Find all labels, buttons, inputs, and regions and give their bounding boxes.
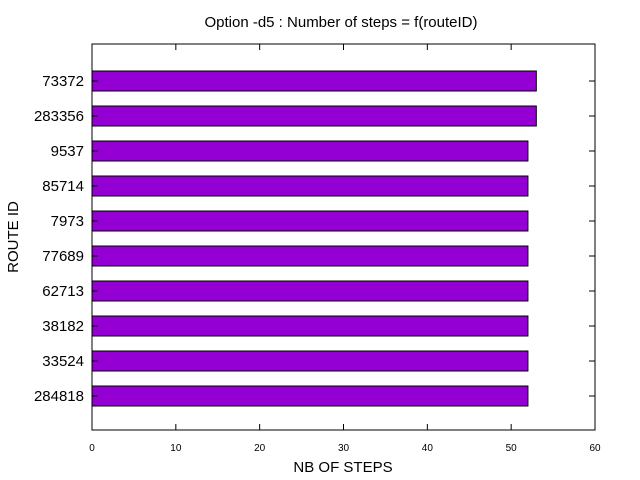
xtick-label-50: 50	[506, 443, 518, 454]
chart-title: Option -d5 : Number of steps = f(routeID…	[204, 14, 477, 31]
ytick-label-62713: 62713	[42, 283, 84, 300]
x-axis-label: NB OF STEPS	[293, 459, 392, 476]
bar-38182	[91, 315, 529, 337]
ytick-label-85714: 85714	[42, 178, 84, 195]
xtick-label-10: 10	[170, 443, 182, 454]
xtick-label-60: 60	[589, 443, 601, 454]
bar-283356	[91, 105, 537, 127]
xtick-label-20: 20	[254, 443, 266, 454]
ytick-label-7973: 7973	[51, 213, 84, 230]
bar-7973	[91, 210, 529, 232]
bar-73372	[91, 70, 537, 92]
bar-77689	[91, 245, 529, 267]
xtick-label-0: 0	[89, 443, 95, 454]
bar-33524	[91, 350, 529, 372]
ytick-label-33524: 33524	[42, 353, 84, 370]
ytick-label-284818: 284818	[34, 388, 84, 405]
plot-area: 73372 283356 9537 85714 7973 77689 62713 38182 3…	[34, 43, 601, 454]
ytick-label-9537: 9537	[51, 143, 84, 160]
ytick-label-73372: 73372	[42, 73, 84, 90]
bar-9537	[91, 140, 529, 162]
xtick-label-30: 30	[338, 443, 350, 454]
y-axis-label: ROUTE ID	[5, 201, 22, 273]
plot-frame	[91, 43, 596, 431]
bar-284818	[91, 385, 529, 407]
ytick-label-77689: 77689	[42, 248, 84, 265]
bar-62713	[91, 280, 529, 302]
ytick-label-38182: 38182	[42, 318, 84, 335]
bar-85714	[91, 175, 529, 197]
ytick-label-283356: 283356	[34, 108, 84, 125]
xtick-label-40: 40	[422, 443, 434, 454]
